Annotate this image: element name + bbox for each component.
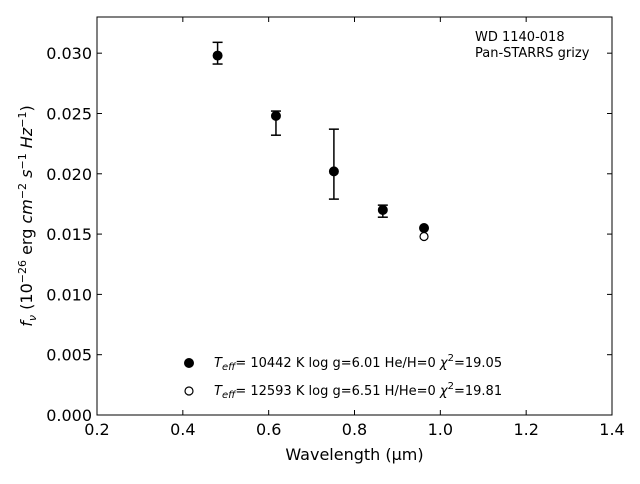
observed-point [212,50,223,61]
x-tick-label: 0.4 [170,420,195,439]
legend-label: Teff= 12593 K log g=6.51 H/He=0 χ2=19.81 [214,381,502,401]
observed-point [270,110,281,121]
x-axis-ticks: 0.2 0.4 0.6 0.8 1.0 1.2 1.4 [84,17,625,439]
observed-point [328,166,339,177]
legend-marker-filled [184,358,194,368]
x-tick-label: 0.2 [84,420,109,439]
legend: Teff= 10442 K log g=6.01 He/H=0 χ2=19.05… [184,353,502,401]
observed-point [419,223,430,234]
x-axis-title: Wavelength (μm) [285,445,423,464]
data-points [212,50,430,242]
y-tick-label: 0.020 [46,165,92,184]
x-tick-label: 0.6 [256,420,281,439]
y-axis-title: fν (10−26 erg cm−2 s−1 Hz−1) [16,105,39,326]
y-axis-ticks: 0.000 0.005 0.010 0.015 0.020 0.025 0.030 [46,44,612,425]
legend-label: Teff= 10442 K log g=6.01 He/H=0 χ2=19.05 [214,353,502,373]
y-tick-label: 0.015 [46,225,92,244]
x-tick-label: 1.2 [513,420,538,439]
model-point-open [419,231,429,242]
annotation-box: WD 1140-018 Pan-STARRS grizy [475,30,590,61]
y-tick-label: 0.000 [46,406,92,425]
x-tick-label: 1.4 [599,420,624,439]
y-tick-label: 0.030 [46,44,92,63]
x-tick-label: 1.0 [428,420,453,439]
observed-point [377,204,388,215]
plot-area [96,16,613,416]
y-tick-label: 0.005 [46,346,92,365]
legend-marker-open [184,386,194,396]
annotation-survey: Pan-STARRS grizy [475,46,590,61]
annotation-object: WD 1140-018 [475,30,565,45]
x-tick-label: 0.8 [342,420,367,439]
y-tick-label: 0.010 [46,285,92,304]
y-tick-label: 0.025 [46,104,92,123]
